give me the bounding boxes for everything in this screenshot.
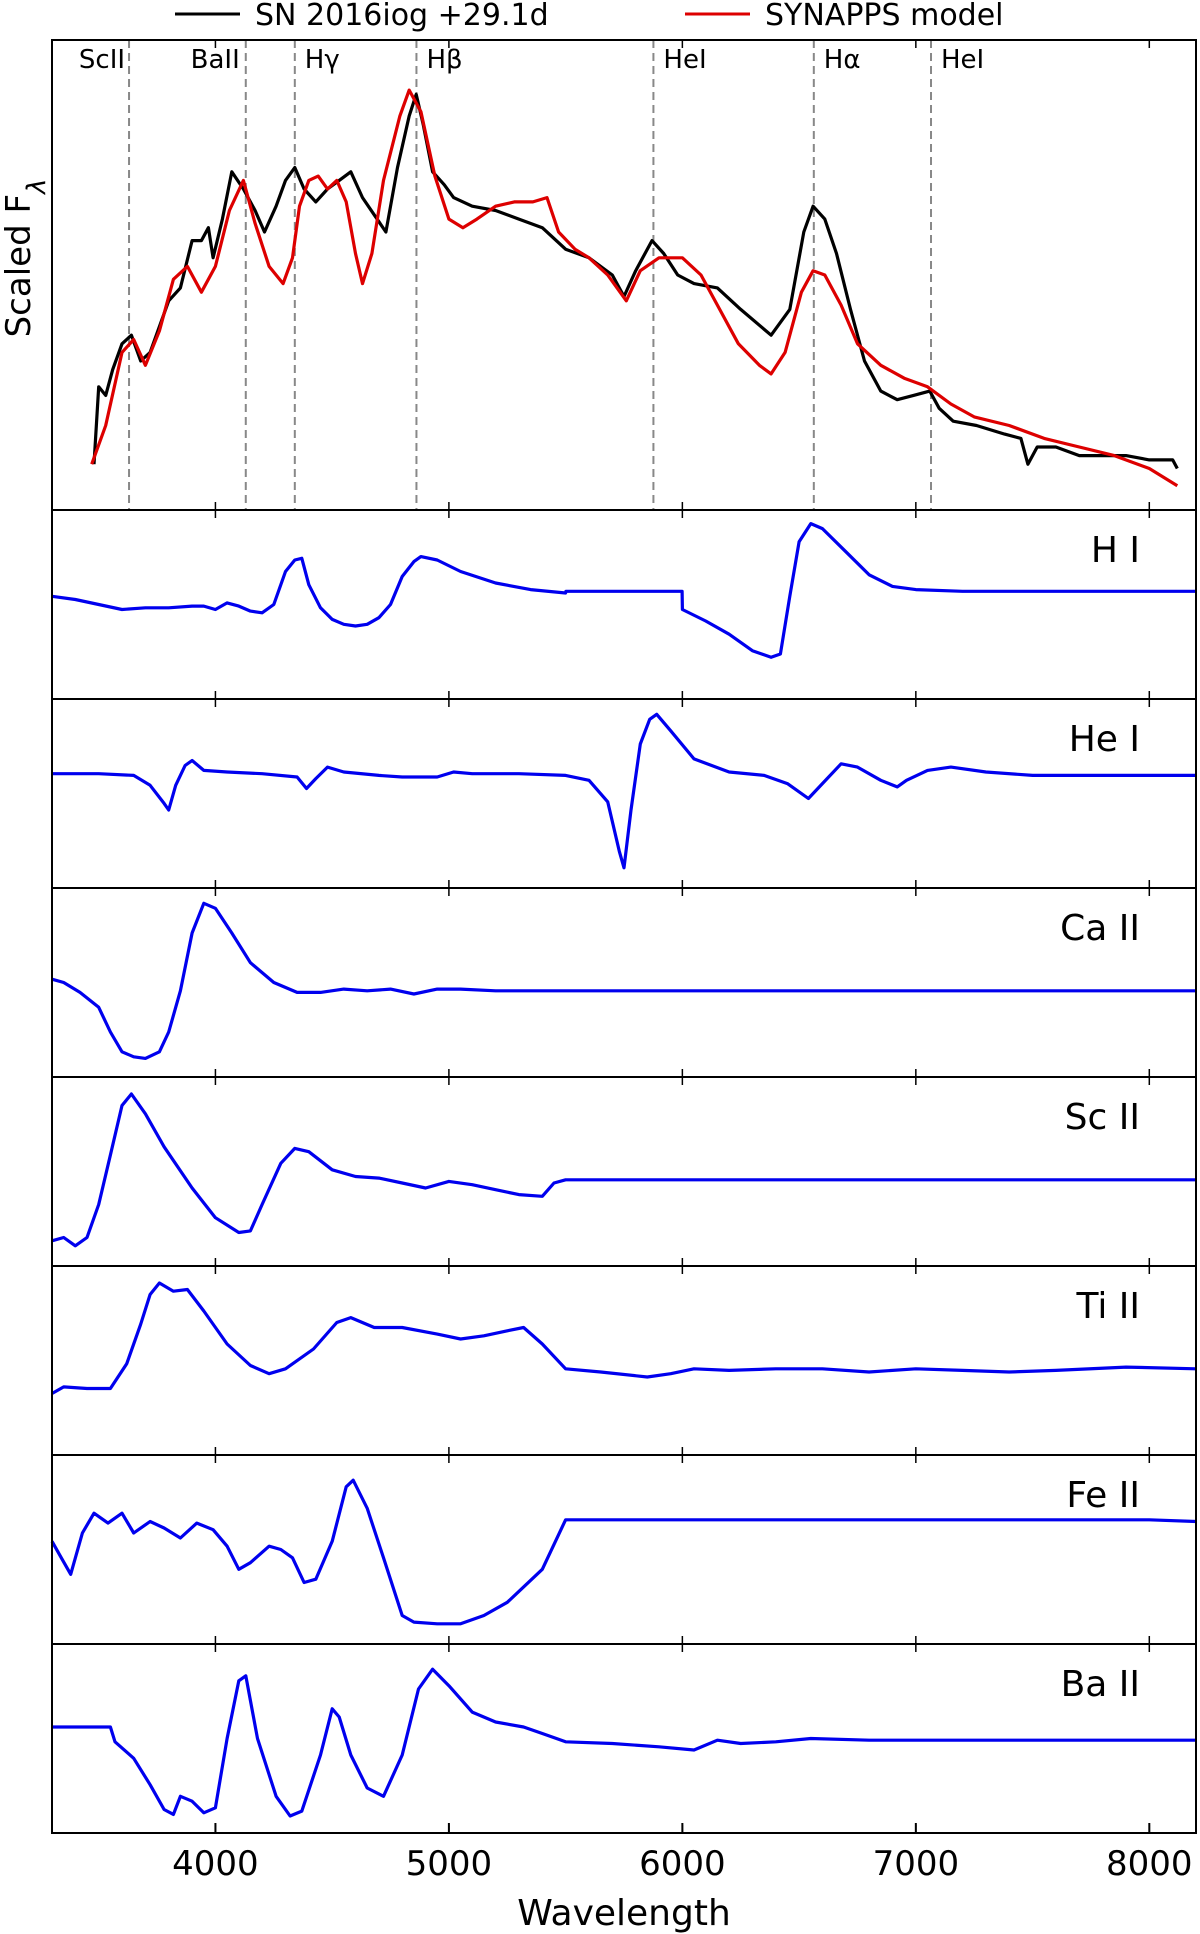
ion-spectrum-line bbox=[50, 1478, 1197, 1626]
ion-spectrum-line bbox=[51, 901, 1196, 1060]
x-tick-label: 5000 bbox=[406, 1844, 493, 1884]
ion-panel: He I bbox=[51, 698, 1197, 889]
ion-panel-frame bbox=[51, 887, 1197, 1078]
legend-label-observed: SN 2016iog +29.1d bbox=[255, 0, 549, 33]
ion-spectrum-line bbox=[52, 712, 1196, 870]
line-marker-label: Hα bbox=[824, 45, 861, 75]
legend: SN 2016iog +29.1d SYNAPPS model bbox=[175, 0, 1004, 33]
y-axis-label-subscript: λ bbox=[22, 179, 52, 196]
ion-spectrum-line bbox=[52, 1667, 1196, 1818]
ion-panel: Ti II bbox=[51, 1265, 1197, 1456]
line-marker-label: Hγ bbox=[305, 45, 340, 75]
x-tick-label: 6000 bbox=[639, 1844, 726, 1884]
ion-spectrum-line bbox=[51, 1281, 1197, 1395]
y-axis-label: Scaled Fλ bbox=[0, 179, 52, 338]
spectrum-line bbox=[92, 92, 1179, 470]
main-panel-frame bbox=[51, 39, 1197, 511]
legend-label-model: SYNAPPS model bbox=[765, 0, 1004, 33]
ion-panel-label: Fe II bbox=[1066, 1475, 1140, 1516]
ion-panel-label: H I bbox=[1091, 530, 1140, 571]
x-axis: 4000 5000 6000 7000 8000 bbox=[172, 1823, 1193, 1884]
ion-spectrum-line bbox=[51, 1092, 1196, 1248]
line-marker-label: BaII bbox=[191, 45, 240, 75]
ion-spectrum-line bbox=[51, 522, 1196, 659]
main-panel: ScII BaII Hγ Hβ HeI Hα HeI bbox=[51, 39, 1197, 511]
ion-panel: Fe II bbox=[50, 1454, 1197, 1645]
spectrum-line bbox=[90, 88, 1179, 488]
ion-panel: H I bbox=[51, 509, 1197, 700]
x-tick-label: 7000 bbox=[873, 1844, 960, 1884]
ion-panel: Ca II bbox=[51, 887, 1197, 1078]
line-marker-label: HeI bbox=[941, 45, 984, 75]
line-marker-label: HeI bbox=[663, 45, 706, 75]
ion-panel-frame bbox=[51, 1454, 1197, 1645]
x-tick-label: 4000 bbox=[172, 1844, 259, 1884]
line-marker-label: ScII bbox=[79, 45, 125, 75]
x-tick-label: 8000 bbox=[1106, 1844, 1193, 1884]
x-axis-label: Wavelength bbox=[517, 1893, 731, 1934]
ion-panel-frame bbox=[51, 1076, 1197, 1267]
ion-panel-label: He I bbox=[1069, 719, 1140, 760]
ion-panel-label: Sc II bbox=[1065, 1097, 1140, 1138]
ion-panel-frame bbox=[51, 1643, 1197, 1834]
ion-panel: Sc II bbox=[51, 1076, 1197, 1267]
ion-panel-label: Ti II bbox=[1075, 1286, 1140, 1327]
ion-panel-frame bbox=[51, 1265, 1197, 1456]
y-axis-label-text: Scaled F bbox=[0, 194, 39, 337]
ion-panel-label: Ba II bbox=[1061, 1664, 1140, 1705]
ion-panel: Ba II bbox=[51, 1643, 1197, 1834]
ion-panels: H I He I Ca II Sc II Ti II Fe II Ba II bbox=[50, 509, 1197, 1834]
line-marker-label: Hβ bbox=[426, 45, 462, 75]
ion-panel-label: Ca II bbox=[1060, 908, 1140, 949]
